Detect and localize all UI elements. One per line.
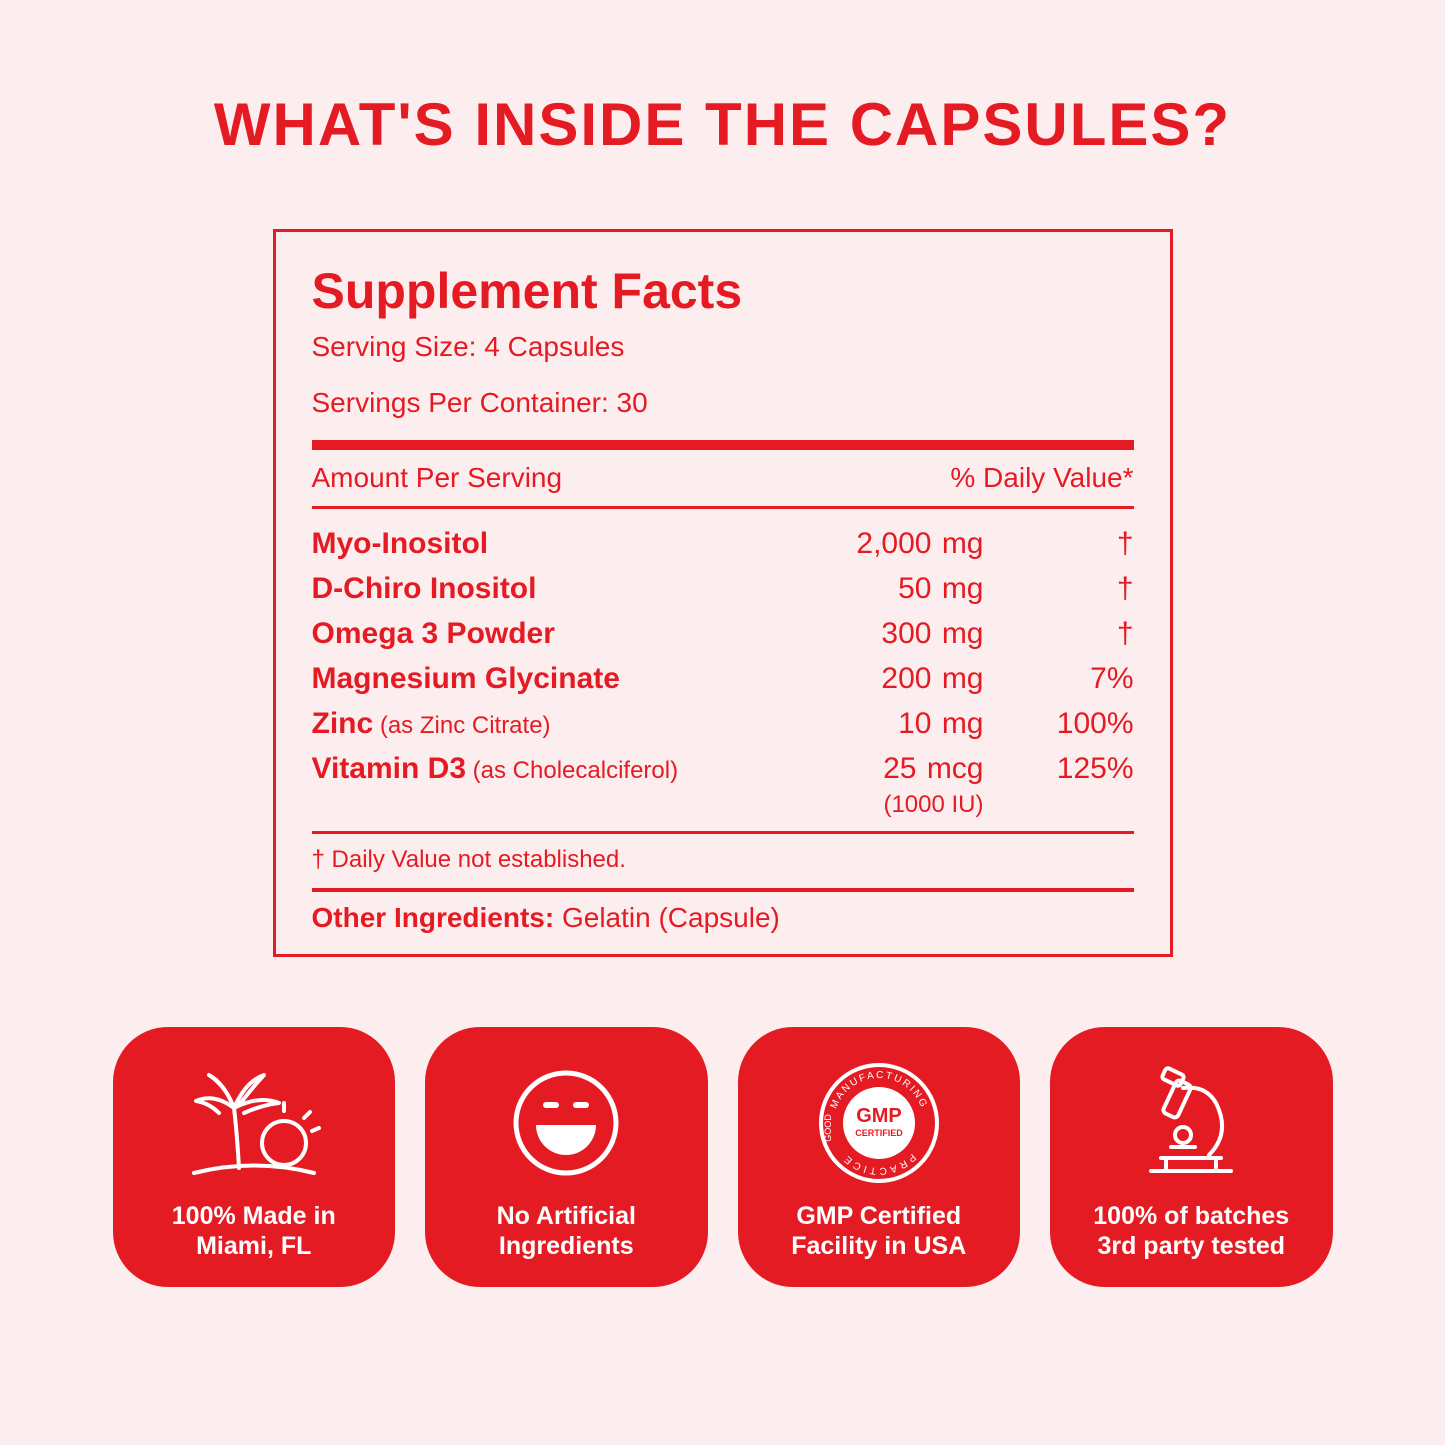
other-ingredients: Other Ingredients: Gelatin (Capsule) (312, 902, 1134, 934)
ingredient-name: Magnesium Glycinate (312, 662, 620, 695)
iu-note: (1000 IU) (784, 791, 984, 819)
other-ingredients-label: Other Ingredients: (312, 902, 555, 933)
palm-tree-icon (127, 1045, 382, 1201)
table-row: Magnesium Glycinate 200 mg 7% (312, 656, 1134, 701)
ingredient-note: (as Zinc Citrate) (373, 712, 550, 739)
badge-made-in-miami: 100% Made in Miami, FL (113, 1027, 396, 1287)
col-daily-value: % Daily Value* (950, 462, 1133, 494)
col-amount-per-serving: Amount Per Serving (312, 462, 951, 494)
ingredient-amount: 2,000 mg (784, 521, 984, 566)
badge-gmp-certified: GMP CERTIFIED MANUFACTURING PRACTICE GOO… (738, 1027, 1021, 1287)
ingredient-amount: 10 mg (784, 701, 984, 746)
ingredient-dv: † (984, 521, 1134, 566)
microscope-icon (1064, 1045, 1319, 1201)
svg-text:CERTIFIED: CERTIFIED (855, 1128, 903, 1138)
page-title: WHAT'S INSIDE THE CAPSULES? (214, 90, 1231, 159)
ingredient-dv: 125% (984, 746, 1134, 791)
badge-label: 100% of batches 3rd party tested (1093, 1201, 1289, 1261)
ingredient-name: Vitamin D3 (312, 752, 467, 785)
table-row: Vitamin D3 (as Cholecalciferol) 25 mcg 1… (312, 746, 1134, 791)
divider (312, 888, 1134, 892)
badge-label: No Artificial Ingredients (497, 1201, 636, 1261)
ingredient-amount: 25 mcg (784, 746, 984, 791)
table-row: D-Chiro Inositol 50 mg † (312, 566, 1134, 611)
ingredient-dv: † (984, 566, 1134, 611)
table-row: Omega 3 Powder 300 mg † (312, 611, 1134, 656)
dv-footnote: † Daily Value not established. (312, 846, 1134, 874)
table-row: Zinc (as Zinc Citrate) 10 mg 100% (312, 701, 1134, 746)
ingredient-dv: 100% (984, 701, 1134, 746)
badge-label: GMP Certified Facility in USA (791, 1201, 966, 1261)
badges-row: 100% Made in Miami, FL No Artificial Ing… (113, 1027, 1333, 1287)
ingredient-name: Myo-Inositol (312, 527, 489, 560)
facts-heading: Supplement Facts (312, 262, 1134, 320)
divider (312, 831, 1134, 834)
svg-text:GOOD: GOOD (823, 1113, 833, 1141)
gmp-seal-icon: GMP CERTIFIED MANUFACTURING PRACTICE GOO… (752, 1045, 1007, 1201)
ingredient-amount: 200 mg (784, 656, 984, 701)
table-row: Myo-Inositol 2,000 mg † (312, 521, 1134, 566)
serving-size: Serving Size: 4 Capsules (312, 328, 1134, 366)
ingredient-dv: † (984, 611, 1134, 656)
ingredient-amount: 300 mg (784, 611, 984, 656)
ingredient-note: (as Cholecalciferol) (466, 757, 678, 784)
iu-note-row: (1000 IU) (312, 791, 1134, 819)
badge-third-party-tested: 100% of batches 3rd party tested (1050, 1027, 1333, 1287)
ingredient-name: Omega 3 Powder (312, 617, 555, 650)
badge-label: 100% Made in Miami, FL (172, 1201, 336, 1261)
svg-text:GMP: GMP (856, 1105, 902, 1127)
ingredient-dv: 7% (984, 656, 1134, 701)
facts-table: Myo-Inositol 2,000 mg † D-Chiro Inositol… (312, 521, 1134, 819)
divider (312, 506, 1134, 509)
servings-per-container: Servings Per Container: 30 (312, 384, 1134, 422)
ingredient-name: D-Chiro Inositol (312, 572, 537, 605)
badge-no-artificial: No Artificial Ingredients (425, 1027, 708, 1287)
other-ingredients-value: Gelatin (Capsule) (554, 902, 780, 933)
supplement-facts-panel: Supplement Facts Serving Size: 4 Capsule… (273, 229, 1173, 957)
smiley-icon (439, 1045, 694, 1201)
ingredient-amount: 50 mg (784, 566, 984, 611)
column-headers: Amount Per Serving % Daily Value* (312, 462, 1134, 494)
divider-thick (312, 440, 1134, 450)
ingredient-name: Zinc (312, 707, 374, 740)
